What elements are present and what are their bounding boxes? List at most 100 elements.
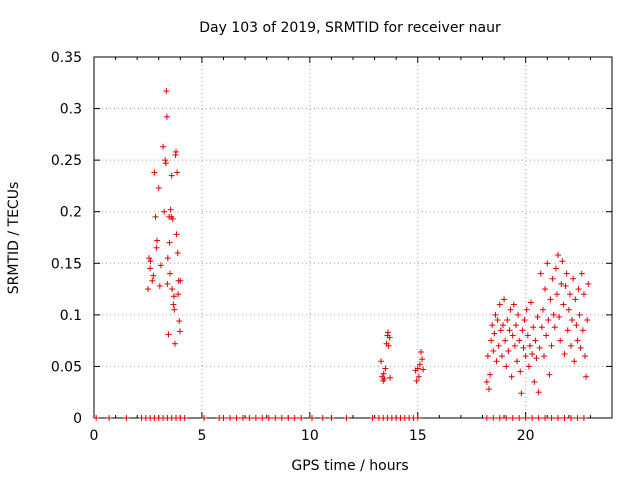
zero-point <box>503 415 510 421</box>
zero-point <box>516 415 523 421</box>
data-point <box>521 317 528 324</box>
axis-ticks: 0 5 10 15 20 0 0.05 0.1 0.15 0.2 0.25 0.3 0.35 <box>51 50 612 444</box>
data-point <box>552 265 559 272</box>
x-axis-label: GPS time / hours <box>291 458 408 474</box>
data-point <box>583 373 590 380</box>
data-point <box>563 270 570 277</box>
zero-point <box>265 415 272 421</box>
data-point <box>579 327 586 334</box>
x-tick-label: 10 <box>301 428 319 444</box>
data-point <box>551 324 558 331</box>
data-point <box>561 351 568 358</box>
data-point <box>569 317 576 324</box>
data-point <box>510 301 517 308</box>
data-point <box>529 351 536 358</box>
data-point <box>497 327 504 334</box>
data-point <box>147 265 154 272</box>
data-point <box>546 371 553 378</box>
data-point <box>539 306 546 313</box>
data-point <box>567 342 574 349</box>
data-point <box>535 389 542 396</box>
data-point <box>528 299 535 306</box>
zero-point <box>308 415 315 421</box>
zero-point <box>106 415 113 421</box>
data-point <box>414 365 421 372</box>
data-point <box>164 255 171 262</box>
data-point <box>549 275 556 282</box>
zero-point <box>548 415 555 421</box>
data-point <box>169 215 176 222</box>
data-point <box>532 337 539 344</box>
zero-point <box>239 415 246 421</box>
zero-point <box>535 415 542 421</box>
y-tick-label: 0.35 <box>51 50 82 66</box>
zero-point <box>343 415 350 421</box>
zero-point <box>291 415 298 421</box>
data-point <box>156 282 163 289</box>
zero-point <box>529 415 536 421</box>
data-point <box>501 296 508 303</box>
data-point <box>153 244 160 251</box>
data-point <box>176 318 183 325</box>
data-point <box>524 332 531 339</box>
data-point <box>386 334 393 341</box>
data-point <box>163 88 170 95</box>
data-point <box>164 280 171 287</box>
data-point <box>384 329 391 336</box>
data-point <box>378 358 385 365</box>
data-point <box>572 296 579 303</box>
data-point <box>174 249 181 256</box>
data-point <box>174 169 181 176</box>
data-point <box>530 324 537 331</box>
data-point <box>573 322 580 329</box>
data-point <box>519 327 526 334</box>
data-point <box>556 313 563 320</box>
y-axis-label: SRMTID / TECUs <box>6 182 22 295</box>
data-point <box>570 275 577 282</box>
data-point <box>504 317 511 324</box>
data-point <box>173 231 180 238</box>
data-point <box>553 291 560 298</box>
data-point <box>161 208 168 215</box>
data-point <box>494 317 501 324</box>
data-point <box>170 301 177 308</box>
data-point <box>526 342 533 349</box>
zero-point <box>259 415 266 421</box>
data-point <box>566 291 573 298</box>
data-point <box>502 337 509 344</box>
data-point <box>533 355 540 362</box>
data-point <box>493 358 500 365</box>
data-point <box>488 337 495 344</box>
data-point <box>522 353 529 360</box>
zero-point <box>522 415 529 421</box>
data-point <box>485 386 492 393</box>
data-point <box>577 344 584 351</box>
data-point <box>523 306 530 313</box>
zero-point <box>555 415 562 421</box>
data-point <box>151 169 158 176</box>
data-point <box>558 280 565 287</box>
data-point <box>508 373 515 380</box>
data-point <box>417 348 424 355</box>
data-point <box>517 368 524 375</box>
data-point <box>171 306 178 313</box>
data-point <box>169 286 176 293</box>
data-point <box>155 184 162 191</box>
chart-title: Day 103 of 2019, SRMTID for receiver nau… <box>199 20 501 36</box>
data-point <box>175 291 182 298</box>
data-point <box>548 342 555 349</box>
data-point <box>544 260 551 267</box>
data-point <box>575 286 582 293</box>
data-point <box>381 375 388 382</box>
y-tick-label: 0.3 <box>60 102 82 118</box>
data-point <box>483 378 490 385</box>
data-point <box>166 270 173 277</box>
data-point <box>545 317 552 324</box>
data-point <box>547 296 554 303</box>
data-point <box>144 286 151 293</box>
data-point <box>413 377 420 384</box>
data-point <box>152 213 159 220</box>
data-point <box>416 361 423 368</box>
zero-point <box>542 415 549 421</box>
data-point <box>160 143 167 150</box>
